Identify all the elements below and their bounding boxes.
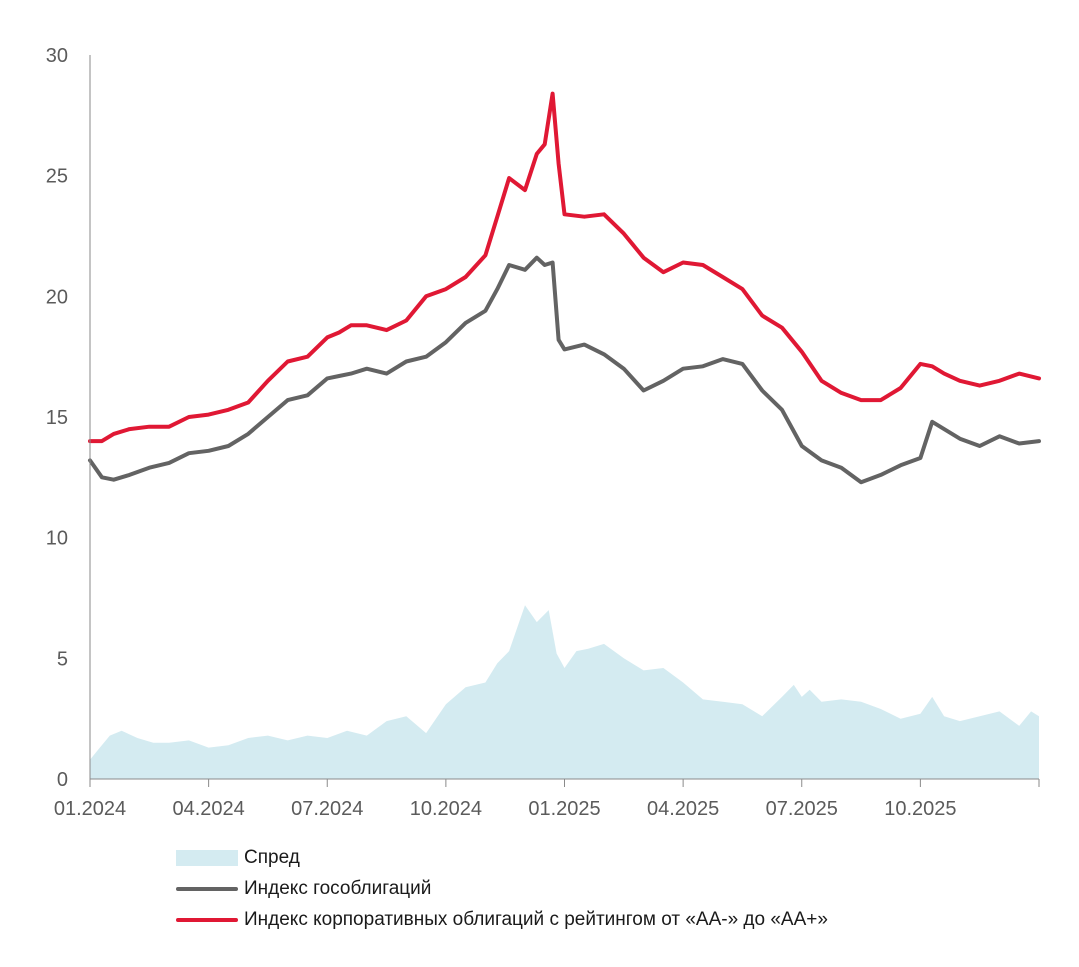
legend-swatch-corp <box>176 917 238 922</box>
x-tick-label: 07.2024 <box>291 798 363 820</box>
y-tick-label: 10 <box>46 528 68 550</box>
legend-swatch-gov <box>176 886 238 891</box>
legend-label-spread: Спред <box>244 846 300 868</box>
x-tick-label: 10.2025 <box>884 798 956 820</box>
corp-bond-index-line <box>88 91 1041 444</box>
legend-item-gov: Индекс гособлигаций <box>176 873 828 904</box>
gov-bond-index-line <box>88 255 1041 485</box>
x-tick-label: 04.2024 <box>172 798 244 820</box>
legend-swatch-spread <box>176 849 238 866</box>
x-tick-label: 01.2025 <box>528 798 600 820</box>
x-tick-label: 07.2025 <box>766 798 838 820</box>
legend-label-gov: Индекс гособлигаций <box>244 877 432 899</box>
legend-item-corp: Индекс корпоративных облигаций с рейтинг… <box>176 904 828 935</box>
spread-area <box>90 605 1039 779</box>
legend: Спред Индекс гособлигаций Индекс корпора… <box>176 842 828 935</box>
y-tick-label: 15 <box>46 407 68 429</box>
legend-item-spread: Спред <box>176 842 828 873</box>
x-tick-label: 10.2024 <box>410 798 482 820</box>
y-tick-label: 25 <box>46 166 68 188</box>
y-tick-label: 0 <box>57 769 68 791</box>
legend-label-corp: Индекс корпоративных облигаций с рейтинг… <box>244 908 828 930</box>
y-tick-label: 20 <box>46 286 68 308</box>
x-tick-label: 04.2025 <box>647 798 719 820</box>
y-tick-label: 5 <box>57 648 68 670</box>
y-tick-label: 30 <box>46 45 68 67</box>
x-tick-label: 01.2024 <box>54 798 126 820</box>
